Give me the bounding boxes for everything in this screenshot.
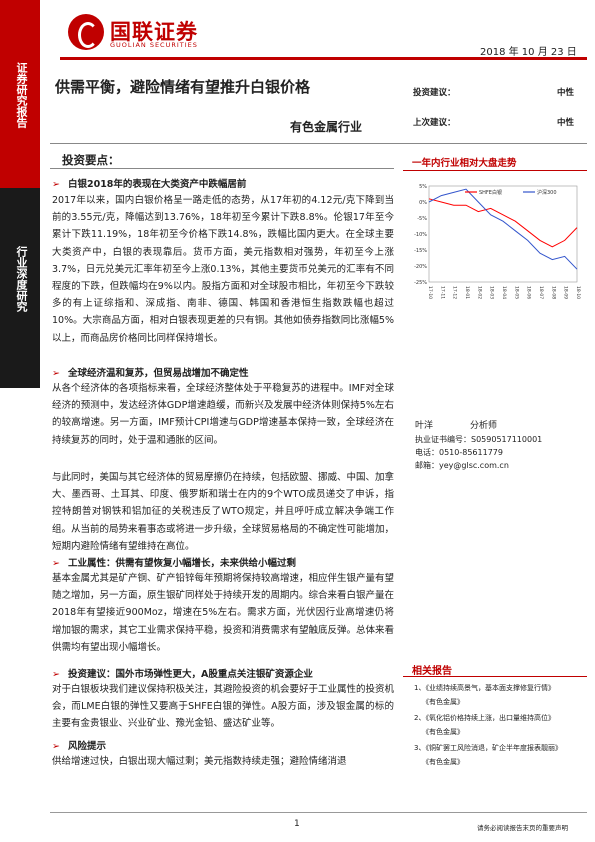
footer-disclaimer: 请务必阅读报告末页的重要声明 [477, 824, 568, 832]
series-line-2 [428, 188, 578, 270]
analyst-name: 叶洋 [415, 421, 434, 431]
related-report-2-source: 《有色金属》 [422, 728, 464, 736]
y-tick-label: -10% [414, 232, 427, 238]
industry-name: 有色金属行业 [290, 120, 363, 134]
y-tick-label: 5% [419, 184, 427, 190]
related-reports-heading: 相关报告 [412, 666, 452, 677]
bullet-heading-1: ➢ 白银2018年的表现在大类资产中跌幅居前 [52, 179, 247, 190]
sidebar-mid-label: 行业深度研究 [15, 246, 28, 312]
related-report-3[interactable]: 3、《铜矿罢工风险消退，矿企半年度报表靓丽》 [414, 744, 562, 752]
rating-value: 中性 [557, 88, 575, 98]
legend-label-1: SHFE白银 [479, 189, 502, 196]
x-tick-label: 18-03 [489, 286, 495, 299]
key-points-heading: 投资要点： [62, 153, 120, 167]
arrow-icon: ➢ [52, 741, 60, 752]
x-tick-label: 17-12 [452, 286, 458, 299]
key-points-divider [50, 168, 394, 169]
related-report-1[interactable]: 1、《业绩持续高景气，基本面支撑修复行情》 [414, 684, 555, 692]
sidebar-top-band: 证券研究报告 [0, 0, 40, 188]
bullet-heading-3: ➢ 工业属性：供需有望恢复小幅增长，未来供给小幅过剩 [52, 558, 296, 569]
chart-title-divider [403, 170, 587, 171]
bullet-heading-5: ➢ 风险提示 [52, 741, 106, 752]
related-divider [403, 676, 587, 677]
related-report-2[interactable]: 2、《氧化铝价格持续上涨，出口量维持高位》 [414, 714, 555, 722]
logo-mark-icon [68, 14, 104, 50]
arrow-icon: ➢ [52, 669, 60, 680]
title-divider [50, 143, 587, 144]
y-tick-label: -25% [414, 280, 427, 286]
paragraph-4: 对于白银板块我们建议保持积极关注，其避险投资的机会要好于工业属性的投资机会，而L… [52, 684, 395, 730]
related-report-3-source: 《有色金属》 [422, 758, 464, 766]
analyst-phone: 电话：0510-85611779 [415, 448, 503, 457]
legend-label-2: 沪深300 [537, 189, 557, 196]
y-tick-label: -15% [414, 248, 427, 254]
prev-rating-label: 上次建议： [413, 118, 456, 128]
x-tick-label: 18-04 [501, 286, 507, 299]
report-title: 供需平衡，避险情绪有望推升白银价格 [55, 78, 311, 96]
x-tick-label: 18-05 [513, 286, 519, 299]
related-report-1-source: 《有色金属》 [422, 698, 464, 706]
paragraph-3: 基本金属尤其是矿产铜、矿产铅锌每年预期将保持较高增速，相应伴生银产量有望随之增加… [52, 573, 395, 653]
y-tick-label: -5% [417, 216, 427, 222]
page-number: 1 [294, 819, 300, 829]
footer-divider [50, 812, 587, 813]
x-tick-label: 17-10 [427, 286, 433, 299]
paragraph-2a: 从各个经济体的各项指标来看，全球经济整体处于平稳复苏的进程中。IMF对全球经济的… [52, 383, 394, 446]
paragraph-1: 2017年以来，国内白银价格呈一路走低的态势，从17年初的4.12元/克下降到当… [52, 195, 394, 344]
relative-performance-chart: 5% 0% -5% -10% -15% -20% -25%17-10 17-11 17-12 18… [414, 184, 581, 299]
analyst-title: 分析师 [470, 421, 498, 431]
y-tick-label: 0% [419, 200, 427, 206]
x-tick-label: 18-06 [526, 286, 532, 299]
bullet-heading-4: ➢ 投资建议：国外市场弹性更大，A股重点关注银矿资源企业 [52, 669, 313, 680]
x-tick-label: 18-09 [563, 286, 569, 299]
plot-frame [428, 185, 578, 283]
report-date: 2018 年 10 月 23 日 [480, 47, 577, 58]
brand-name-en: GUOLIAN SECURITIES [110, 41, 198, 49]
arrow-icon: ➢ [52, 179, 60, 190]
arrow-icon: ➢ [52, 368, 60, 379]
y-tick-label: -20% [414, 264, 427, 270]
rating-label: 投资建议： [413, 88, 456, 98]
bullet-heading-2: ➢ 全球经济温和复苏，但贸易战增加不确定性 [52, 368, 249, 379]
paragraph-2b: 与此同时，美国与其它经济体的贸易摩擦仍在持续，包括欧盟、挪威、中国、加拿大、墨西… [52, 472, 395, 552]
x-tick-label: 18-10 [575, 286, 581, 299]
analyst-license: 执业证书编号：S0590517110001 [415, 435, 543, 444]
sidebar-top-label: 证券研究报告 [15, 62, 28, 128]
x-tick-label: 18-07 [538, 286, 544, 299]
sidebar: 证券研究报告 行业深度研究 [0, 0, 40, 842]
sidebar-mid-band: 行业深度研究 [0, 188, 40, 388]
x-tick-label: 17-11 [439, 286, 445, 299]
header-divider [60, 57, 587, 60]
x-tick-label: 18-01 [464, 286, 470, 299]
arrow-icon: ➢ [52, 558, 60, 569]
brand-name-cn: 国联证券 [110, 20, 198, 44]
prev-rating-value: 中性 [557, 118, 575, 128]
analyst-email: 邮箱：yey@glsc.com.cn [415, 461, 509, 470]
series-line-1 [428, 198, 578, 248]
chart-title: 一年内行业相对大盘走势 [412, 158, 517, 169]
paragraph-5: 供给增速过快，白银出现大幅过剩；美元指数持续走强；避险情绪消退 [52, 756, 347, 767]
brand-logo: 国联证券 GUOLIAN SECURITIES [68, 14, 218, 54]
x-tick-label: 18-02 [476, 286, 482, 299]
x-tick-label: 18-08 [550, 286, 556, 299]
